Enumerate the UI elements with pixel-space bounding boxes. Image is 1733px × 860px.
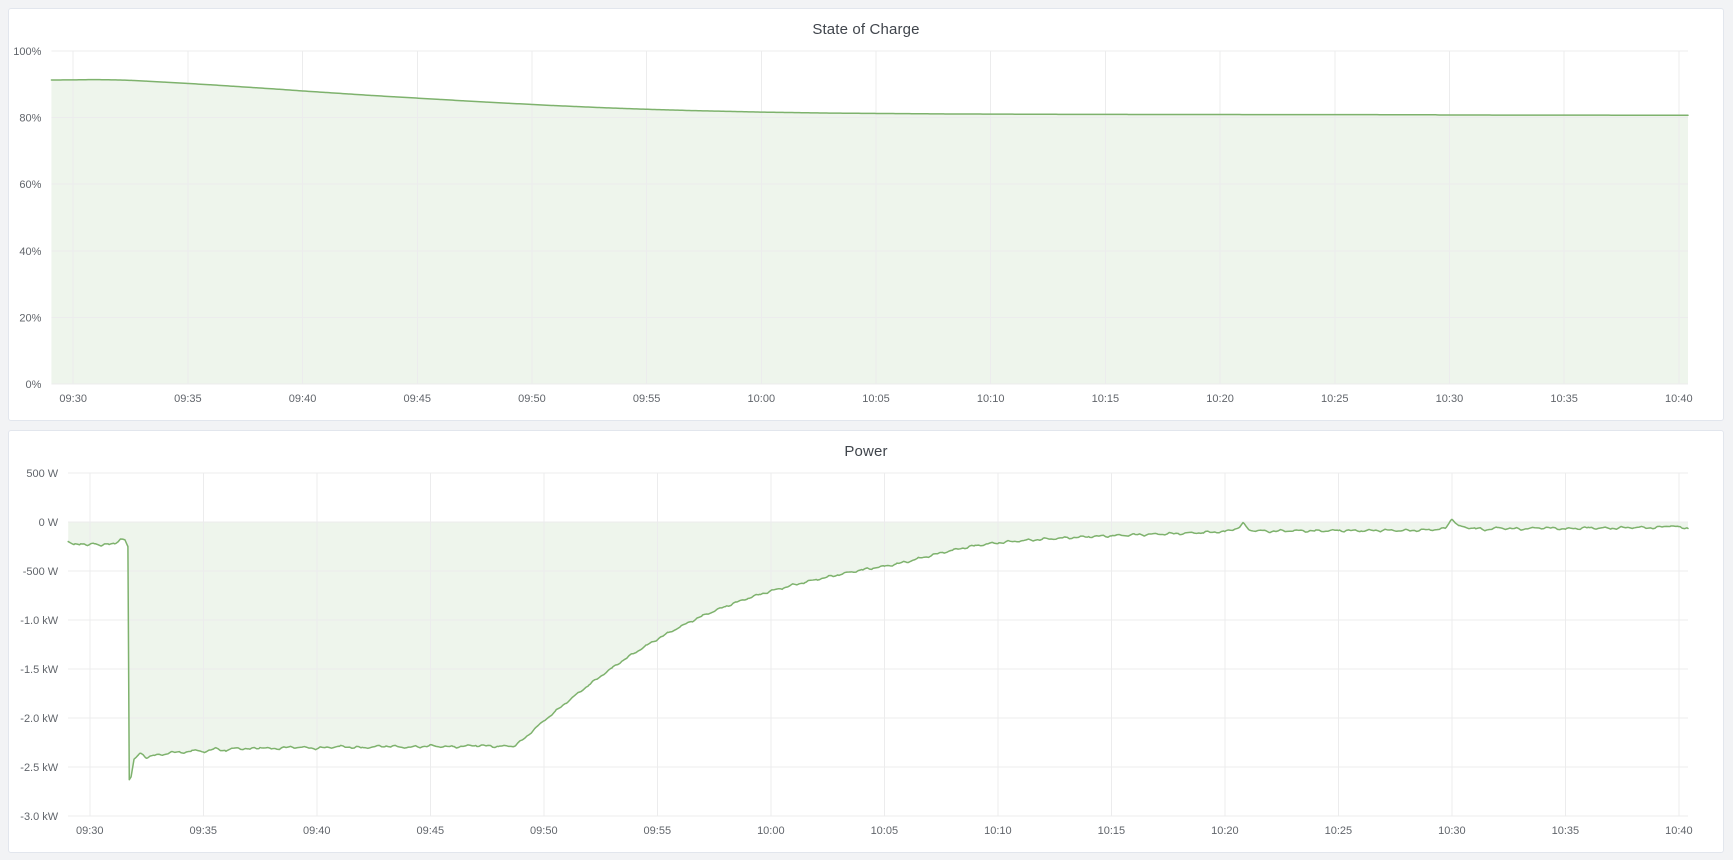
x-tick-label: 10:40 (1665, 825, 1693, 837)
x-tick-label: 10:00 (757, 825, 785, 837)
x-tick-label: 09:55 (644, 825, 672, 837)
series-area (51, 79, 1688, 384)
x-tick-label: 10:35 (1552, 825, 1580, 837)
x-tick-label: 10:30 (1438, 825, 1466, 837)
panel-power: Power 500 W 0 W -500 W -1.0 kW -1.5 kW -2.0 k… (8, 430, 1724, 853)
x-tick-label: 09:50 (530, 825, 558, 837)
soc-chart-canvas[interactable]: 0%20%40%60%80%100%09:30 09:35 09:40 09:45 09… (13, 41, 1715, 412)
y-tick-label: -500 W (23, 566, 59, 578)
y-tick-label: 0% (25, 379, 41, 391)
y-tick-label: 60% (19, 179, 41, 191)
y-tick-label: -1.0 kW (20, 615, 59, 627)
panel-title-state-of-charge[interactable]: State of Charge (812, 20, 920, 38)
x-tick-label: 10:40 (1665, 393, 1693, 405)
series-area (68, 519, 1689, 780)
y-tick-label: 80% (19, 113, 41, 125)
y-tick-label: 100% (13, 46, 41, 58)
x-tick-label: 10:20 (1206, 393, 1234, 405)
y-tick-label: 20% (19, 312, 41, 324)
x-tick-label: 09:35 (190, 825, 218, 837)
y-tick-label: -3.0 kW (20, 811, 59, 823)
x-tick-label: 10:05 (871, 825, 899, 837)
x-tick-label: 10:25 (1321, 393, 1349, 405)
grid (51, 50, 1688, 385)
x-tick-label: 09:30 (59, 393, 87, 405)
x-tick-label: 09:35 (174, 393, 202, 405)
power-chart-area: 500 W 0 W -500 W -1.0 kW -1.5 kW -2.0 kW -2.5 … (17, 463, 1715, 844)
panel-header: State of Charge (17, 17, 1715, 41)
y-axis-labels: 500 W 0 W -500 W -1.0 kW -1.5 kW -2.0 kW -2.5 … (20, 468, 59, 823)
x-tick-label: 10:00 (748, 393, 776, 405)
panel-header: Power (17, 439, 1715, 463)
x-tick-label: 09:45 (417, 825, 445, 837)
x-tick-label: 09:40 (289, 393, 317, 405)
y-tick-label: 0 W (39, 517, 59, 529)
x-tick-label: 10:35 (1550, 393, 1578, 405)
series-line (67, 518, 1689, 781)
x-tick-label: 10:25 (1325, 825, 1353, 837)
y-tick-label: -1.5 kW (20, 664, 59, 676)
x-tick-label: 09:30 (76, 825, 104, 837)
x-tick-label: 09:55 (633, 393, 661, 405)
x-tick-label: 10:10 (984, 825, 1012, 837)
grid (68, 472, 1688, 817)
y-axis-labels: 0% 20% 40% 60% 80% 100% (13, 46, 41, 391)
y-tick-label: -2.0 kW (20, 713, 59, 725)
x-tick-label: 10:15 (1098, 825, 1126, 837)
power-chart-canvas[interactable]: 500 W 0 W -500 W -1.0 kW -1.5 kW -2.0 kW -2.5 … (17, 463, 1715, 844)
x-tick-label: 09:40 (303, 825, 331, 837)
y-tick-label: 500 W (26, 468, 58, 480)
x-tick-label: 10:10 (977, 393, 1005, 405)
x-axis-labels: 09:30 09:35 09:40 09:45 09:50 09:55 10:00 10:05… (59, 393, 1692, 405)
y-tick-label: 40% (19, 246, 41, 258)
x-tick-label: 10:30 (1436, 393, 1464, 405)
panel-title-power[interactable]: Power (844, 442, 888, 460)
y-tick-label: -2.5 kW (20, 762, 59, 774)
x-axis-labels: 09:30 09:35 09:40 09:45 09:50 09:55 10:00 10:05… (76, 825, 1693, 837)
panel-state-of-charge: State of Charge 0% 20% 40% 60% 80% 100% 09:30 0… (8, 8, 1724, 421)
x-tick-label: 10:05 (862, 393, 890, 405)
series-line (50, 78, 1689, 117)
x-tick-label: 09:50 (518, 393, 546, 405)
x-tick-label: 10:15 (1092, 393, 1120, 405)
x-tick-label: 09:45 (403, 393, 431, 405)
x-tick-label: 10:20 (1211, 825, 1239, 837)
soc-chart-area: 0% 20% 40% 60% 80% 100% 09:30 09:35 09:40 09:45 09… (13, 41, 1715, 412)
